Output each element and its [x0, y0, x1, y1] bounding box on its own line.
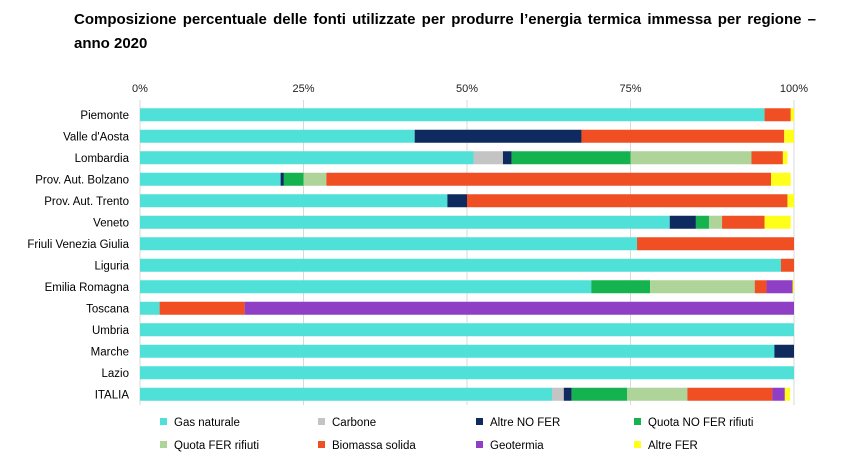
- bar-segment: [140, 129, 415, 143]
- legend-swatch: [160, 418, 167, 425]
- legend-swatch: [318, 418, 325, 425]
- bar-segment: [722, 215, 765, 229]
- bar-segment: [571, 387, 628, 401]
- category-label: Piemonte: [80, 110, 129, 122]
- bar-segment: [764, 215, 791, 229]
- legend-swatch: [634, 418, 641, 425]
- x-tick-label: 0%: [132, 83, 148, 95]
- legend-label: Altre NO FER: [490, 417, 560, 429]
- category-label: Toscana: [86, 303, 129, 315]
- bar-segment: [792, 280, 794, 294]
- category-label: Emilia Romagna: [45, 282, 130, 294]
- bar-segment: [140, 108, 765, 122]
- bar-segment: [764, 108, 791, 122]
- x-tick-label: 75%: [619, 83, 641, 95]
- bar-segment: [502, 151, 512, 165]
- bar-segment: [447, 194, 467, 208]
- bar-segment: [637, 237, 794, 251]
- bar-segment: [784, 387, 791, 401]
- bar-segment: [140, 301, 160, 315]
- bar-segment: [630, 151, 752, 165]
- bar-segment: [695, 215, 709, 229]
- category-label: Liguria: [94, 260, 129, 272]
- bar-segment: [754, 280, 767, 294]
- bar-segment: [159, 301, 245, 315]
- bar-segment: [591, 280, 651, 294]
- bar-segment: [140, 215, 670, 229]
- bar-segment: [140, 237, 638, 251]
- category-label: Lombardia: [75, 153, 130, 165]
- bar-segment: [780, 258, 794, 272]
- bar-segment: [787, 194, 794, 208]
- bar-segment: [473, 151, 503, 165]
- category-label: Valle d'Aosta: [63, 131, 130, 143]
- bar-segment: [751, 151, 783, 165]
- x-tick-label: 50%: [456, 83, 478, 95]
- legend-label: Biomassa solida: [332, 440, 416, 452]
- legend-label: Altre FER: [648, 440, 698, 452]
- category-label: Marche: [91, 346, 129, 358]
- bar-segment: [708, 215, 723, 229]
- legend-label: Geotermia: [490, 440, 544, 452]
- bar-segment: [140, 366, 794, 380]
- category-label: Umbria: [92, 325, 130, 337]
- bar-segment: [687, 387, 773, 401]
- legend-label: Quota FER rifiuti: [174, 440, 259, 452]
- bar-segment: [140, 172, 281, 186]
- bar-segment: [563, 387, 572, 401]
- bar-segment: [552, 387, 564, 401]
- bar-segment: [303, 172, 327, 186]
- category-label: ITALIA: [95, 389, 130, 401]
- bar-segment: [283, 172, 304, 186]
- bar-segment: [140, 194, 448, 208]
- bar-segment: [140, 258, 781, 272]
- bar-segment: [790, 108, 794, 122]
- bar-segment: [140, 387, 553, 401]
- chart-title: Composizione percentuale delle fonti uti…: [74, 11, 816, 52]
- category-label: Prov. Aut. Bolzano: [35, 174, 129, 186]
- category-label: Friuli Venezia Giulia: [27, 239, 129, 251]
- bar-segment: [140, 151, 474, 165]
- bar-segment: [511, 151, 631, 165]
- legend-swatch: [318, 441, 325, 448]
- legend-swatch: [476, 441, 483, 448]
- bar-segment: [782, 151, 788, 165]
- bar-segment: [244, 301, 794, 315]
- x-tick-label: 25%: [292, 83, 314, 95]
- bar-segment: [771, 172, 791, 186]
- legend-label: Carbone: [332, 417, 376, 429]
- bar-segment: [414, 129, 582, 143]
- legend-label: Gas naturale: [174, 417, 240, 429]
- bar-segment: [766, 280, 793, 294]
- legend-swatch: [634, 441, 641, 448]
- legend-swatch: [160, 441, 167, 448]
- bar-segment: [140, 323, 794, 337]
- legend-swatch: [476, 418, 483, 425]
- x-tick-label: 100%: [780, 83, 808, 95]
- bar-segment: [627, 387, 688, 401]
- category-label: Lazio: [102, 368, 130, 380]
- bar-segment: [669, 215, 696, 229]
- bar-segment: [140, 280, 592, 294]
- bar-segment: [140, 344, 775, 358]
- bar-segment: [774, 344, 794, 358]
- category-label: Veneto: [93, 217, 129, 229]
- bar-segment: [326, 172, 772, 186]
- bar-segment: [581, 129, 785, 143]
- category-label: Prov. Aut. Trento: [44, 196, 129, 208]
- legend-label: Quota NO FER rifiuti: [648, 417, 753, 429]
- bar-segment: [280, 172, 284, 186]
- bar-segment: [467, 194, 788, 208]
- bar-segment: [650, 280, 755, 294]
- bar-segment: [784, 129, 794, 143]
- bar-segment: [772, 387, 785, 401]
